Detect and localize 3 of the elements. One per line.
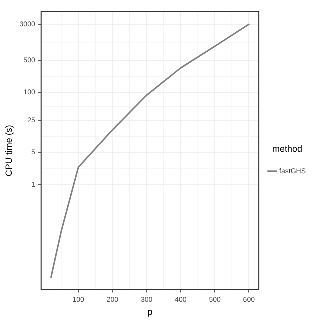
y-axis-title: CPU time (s) bbox=[4, 125, 14, 177]
legend-title: method bbox=[272, 144, 303, 154]
x-axis-title: p bbox=[148, 307, 153, 318]
